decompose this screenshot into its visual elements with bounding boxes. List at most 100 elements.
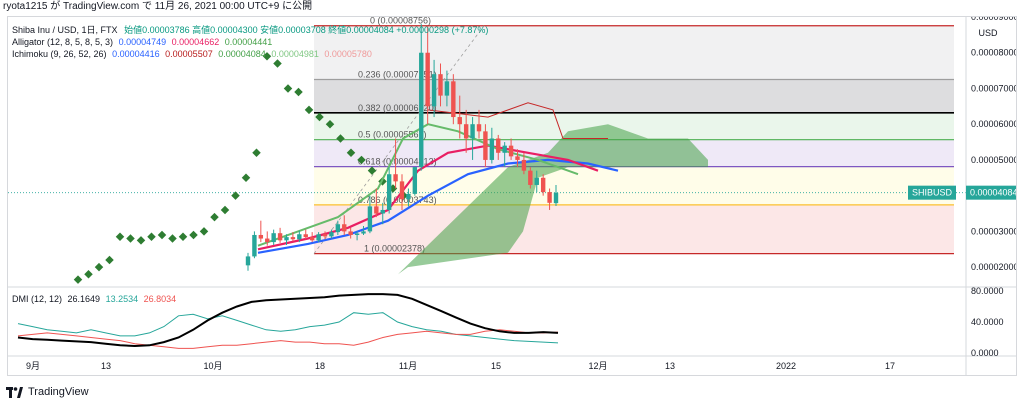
candle-body [419, 52, 424, 168]
candle-body [502, 145, 507, 153]
symbol-tag-label: SHIBUSD [912, 188, 953, 198]
dmi-tick-label: 80.0000 [971, 286, 1004, 296]
alligator-jaw-line [257, 158, 619, 254]
fib-level-label: 0.786 (0.00003743) [358, 195, 437, 205]
chart-canvas[interactable]: 0 (0.00008756) 0.236 (0.00007251) 0.382 (0… [8, 17, 1016, 375]
price-tick-label: 0.00008000 [971, 48, 1016, 58]
publish-info: ryota1215 が TradingView.com で 11月 26, 20… [3, 1, 313, 12]
price-tick-label: 0.00007000 [971, 83, 1016, 93]
candle-body [361, 231, 366, 234]
candle-body [367, 206, 373, 232]
lagging-span-point [94, 262, 104, 272]
lagging-span-point [346, 148, 356, 158]
candle-body [335, 224, 341, 233]
candle-body [322, 234, 328, 237]
candle-body [412, 167, 418, 194]
candle-body [303, 234, 308, 238]
candle-body [316, 234, 321, 241]
candle-body [265, 238, 270, 243]
cloud-area [398, 124, 708, 275]
time-tick-label: 17 [885, 361, 895, 371]
candle-body [290, 237, 296, 240]
candle-body [271, 233, 276, 243]
lagging-span-point [126, 234, 135, 243]
candle-body [354, 233, 360, 235]
fib-zone [314, 204, 954, 254]
alligator-lips-value: 0.00004441 [224, 37, 273, 47]
tradingview-brand-text: TradingView [28, 386, 89, 398]
ichimoku-lagging-value: 0.00004084 [218, 49, 266, 59]
fib-level-label: 0.236 (0.00007251) [358, 69, 437, 79]
candle-body [406, 193, 411, 200]
candle-body [534, 177, 539, 185]
fib-zone [314, 166, 954, 205]
lagging-span-point [304, 105, 314, 115]
time-tick-label: 15 [491, 361, 501, 371]
lagging-span-point [231, 191, 240, 200]
tradingview-logo-icon [6, 386, 24, 398]
ichimoku-lead2-value: 0.00005780 [324, 49, 372, 59]
lagging-span-point [189, 230, 198, 240]
dmi-panel: 80.0000 40.0000 0.0000 [17, 286, 1004, 358]
time-tick-label: 2022 [776, 361, 796, 371]
lagging-span-point [294, 87, 303, 97]
dmi-plus-value: 13.2534 [105, 294, 139, 304]
ichimoku-lagging-span [73, 52, 408, 284]
time-tick-label: 13 [101, 361, 111, 371]
last-price-label: 0.00004084 [970, 188, 1016, 198]
lagging-span-point [115, 232, 125, 242]
symbol-tag-box [908, 185, 956, 200]
candle-body [553, 192, 559, 204]
time-axis: 9月 13 10月 18 11月 15 12月 13 2022 17 [26, 361, 895, 371]
ichimoku-conversion-value: 0.00004416 [112, 49, 160, 59]
price-tick-label: 0.00006000 [971, 119, 1016, 129]
candle-body [393, 174, 398, 182]
time-tick-label: 18 [315, 361, 325, 371]
lagging-span-point [157, 230, 167, 240]
candle-body [342, 224, 347, 232]
price-tick-label: 0.00002000 [971, 262, 1016, 272]
adx-line [17, 293, 559, 348]
ichimoku-legend[interactable]: Ichimoku (9, 26, 52, 26) 0.00004416 0.00… [12, 48, 372, 60]
lagging-span-point [273, 59, 282, 68]
candle-body [483, 131, 488, 160]
dmi-plus-line [17, 312, 559, 344]
candle-body [540, 177, 546, 193]
dmi-legend[interactable]: DMI (12, 12) 26.1649 13.2534 26.8034 [12, 293, 176, 305]
time-tick-label: 12月 [588, 361, 607, 371]
dmi-adx-value: 26.1649 [67, 294, 101, 304]
candles [245, 24, 559, 271]
candle-body [245, 256, 251, 266]
fib-level-label: 0.618 (0.00004813) [358, 157, 437, 167]
candle-body [277, 233, 283, 241]
fib-level-label: 0.5 (0.00005567) [358, 130, 427, 140]
ichimoku-lead1-value: 0.00004981 [271, 49, 319, 59]
lagging-span-point [283, 84, 293, 93]
candle-body [470, 124, 475, 139]
symbol-name: Shiba Inu / USD, 1日, FTX [12, 25, 118, 35]
tradingview-branding[interactable]: TradingView [6, 386, 89, 398]
candle-body [438, 74, 443, 96]
fib-trend-line [313, 25, 485, 254]
lagging-span-point [262, 52, 272, 61]
ichimoku-name: Ichimoku (9, 26, 52, 26) [12, 49, 107, 59]
lagging-span-point [220, 205, 230, 215]
candle-body [284, 237, 289, 241]
price-axis: USD 0.00009000 0.00008000 0.00007000 0.00006… [8, 17, 1016, 375]
dmi-minus-line [17, 329, 559, 349]
alligator-name: Alligator (12, 8, 5, 8, 5, 3) [12, 37, 114, 47]
symbol-ohlc: 始値0.00003786 高値0.00004300 安値0.00003708 終… [124, 25, 489, 35]
lagging-span-point [168, 234, 177, 243]
lagging-span-point [199, 227, 209, 236]
alligator-legend[interactable]: Alligator (12, 8, 5, 8, 5, 3) 0.00004749… [12, 36, 272, 48]
symbol-legend[interactable]: Shiba Inu / USD, 1日, FTX 始値0.00003786 高値… [12, 24, 488, 36]
last-price-box [966, 185, 1016, 200]
candle-body [297, 234, 302, 240]
candle-body [528, 170, 533, 185]
fib-level-label: 0.382 (0.00006320) [358, 103, 437, 113]
lagging-span-point [105, 255, 114, 265]
candle-body [431, 74, 437, 107]
lagging-span-point [252, 148, 261, 158]
candle-body [463, 124, 469, 139]
candle-body [425, 52, 430, 107]
